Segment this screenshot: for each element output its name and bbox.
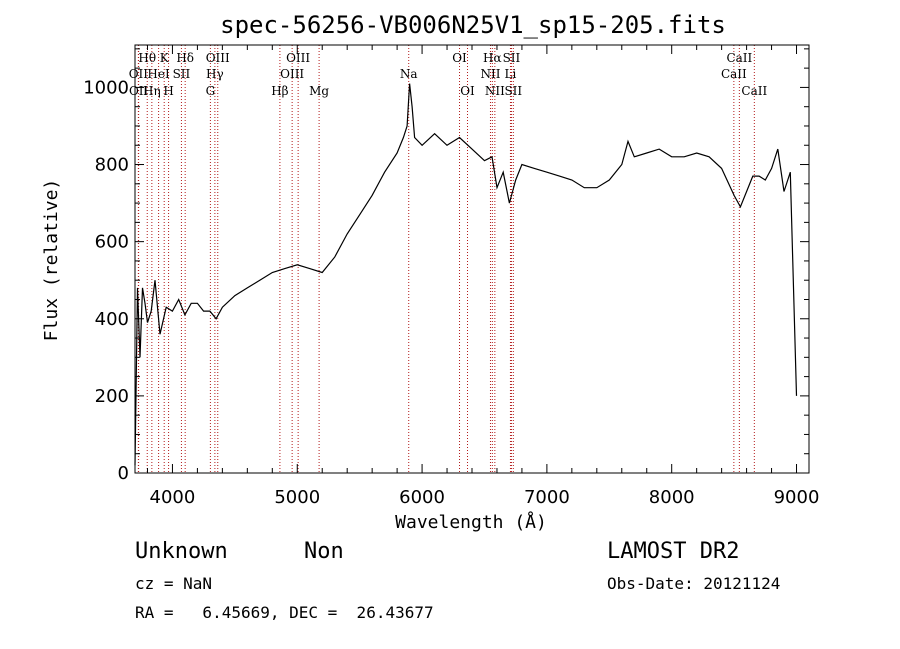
emission-line-label: HeI [147, 67, 170, 81]
chart-title: spec-56256-VB006N25V1_sp15-205.fits [220, 11, 726, 39]
y-tick-label: 400 [95, 309, 129, 330]
x-tick-label: 5000 [274, 487, 320, 508]
object-type: Unknown [135, 539, 228, 564]
emission-line-label: SII [504, 84, 522, 98]
x-axis-ticks: 4000 5000 6000 7000 8000 9000 [146, 45, 820, 508]
emission-line-label: Hη [143, 84, 161, 98]
x-tick-label: 7000 [524, 487, 570, 508]
emission-line-label: OIII [286, 51, 310, 65]
emission-line-label: OII [129, 67, 149, 81]
y-tick-label: 0 [118, 463, 129, 484]
emission-line-label: OIII [280, 67, 304, 81]
emission-line-label: SII [503, 51, 521, 65]
x-tick-label: 8000 [649, 487, 695, 508]
emission-line-label: H [163, 84, 173, 98]
y-tick-label: 1000 [83, 77, 129, 98]
survey-name: LAMOST DR2 [607, 539, 740, 564]
object-subclass: Non [304, 539, 344, 564]
emission-line-label: CaII [741, 84, 767, 98]
emission-line-markers [137, 45, 755, 473]
spectrum-series-line [134, 83, 798, 466]
emission-line-label: NII [480, 67, 500, 81]
emission-line-label: Hθ [138, 51, 156, 65]
emission-line-label: CaII [726, 51, 752, 65]
emission-line-label: Hγ [206, 67, 224, 81]
redshift-cz: cz = NaN [135, 574, 213, 593]
emission-line-label: G [206, 84, 216, 98]
emission-line-label: Na [400, 67, 418, 81]
x-tick-label: 9000 [774, 487, 820, 508]
emission-line-label: Hα [483, 51, 502, 65]
x-tick-label: 6000 [399, 487, 445, 508]
emission-line-label: OI [452, 51, 467, 65]
y-tick-label: 600 [95, 232, 129, 253]
y-tick-label: 800 [95, 155, 129, 176]
emission-line-label: Hδ [176, 51, 194, 65]
y-axis-ticks: 0 200 400 600 800 1000 [83, 48, 809, 484]
emission-line-label: Li [505, 67, 517, 81]
plot-frame [134, 44, 810, 474]
y-axis-label: Flux (relative) [41, 179, 62, 342]
emission-line-label: OIII [206, 51, 230, 65]
observation-date: Obs-Date: 20121124 [607, 574, 781, 593]
emission-line-label: SII [173, 67, 191, 81]
y-tick-label: 200 [95, 386, 129, 407]
emission-line-label: K [160, 51, 170, 65]
emission-line-label: CaII [721, 67, 747, 81]
emission-line-label: NII [485, 84, 505, 98]
emission-line-label: Hβ [271, 84, 288, 98]
emission-line-label: Mg [309, 84, 329, 98]
x-tick-label: 4000 [150, 487, 196, 508]
emission-line-label: OI [460, 84, 475, 98]
ra-dec-coordinates: RA = 6.45669, DEC = 26.43677 [135, 603, 434, 622]
x-axis-label: Wavelength (Å) [395, 511, 547, 533]
